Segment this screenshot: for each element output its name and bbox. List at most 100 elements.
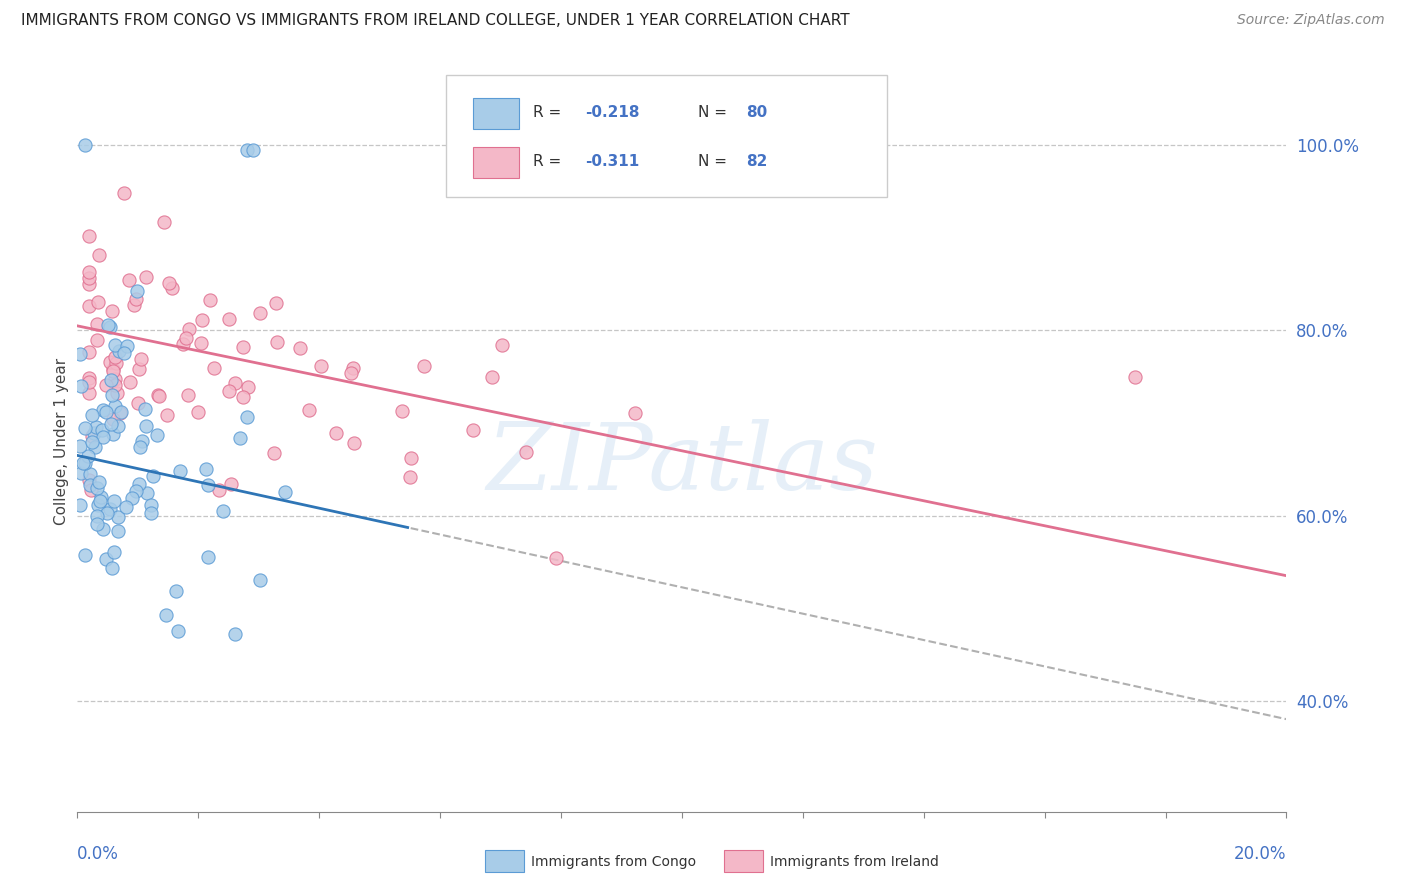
Point — [229, 431, 252, 445]
Text: 80: 80 — [747, 105, 768, 120]
Point — [127, 284, 149, 298]
Point — [86, 517, 108, 532]
Point — [80, 409, 103, 423]
Point — [84, 419, 107, 434]
Point — [156, 408, 179, 422]
Point — [128, 477, 150, 491]
Point — [110, 404, 132, 418]
Point — [100, 304, 122, 318]
Point — [80, 435, 103, 450]
Point — [96, 405, 118, 419]
Point — [221, 477, 243, 491]
Point — [218, 312, 240, 326]
Point — [86, 508, 108, 523]
Point — [79, 299, 101, 313]
Point — [134, 401, 156, 416]
Point — [103, 493, 125, 508]
Point — [263, 446, 285, 460]
Point — [399, 451, 422, 466]
Point — [135, 419, 157, 434]
Point — [218, 384, 240, 399]
Point — [398, 470, 420, 484]
Point — [197, 549, 219, 564]
Point — [110, 405, 132, 419]
Point — [139, 506, 162, 520]
Point — [83, 425, 105, 440]
Point — [177, 387, 200, 401]
Point — [77, 449, 100, 463]
Point — [343, 436, 366, 450]
Text: -0.311: -0.311 — [585, 154, 640, 169]
Point — [97, 318, 120, 332]
Point — [236, 380, 259, 394]
Point — [515, 445, 537, 459]
Point — [142, 469, 165, 483]
Point — [91, 522, 114, 536]
Point — [325, 426, 347, 441]
Point — [544, 551, 567, 566]
Point — [103, 412, 125, 426]
Point — [101, 426, 124, 441]
Point — [104, 338, 127, 352]
Point — [190, 335, 212, 350]
Point — [105, 356, 128, 370]
Point — [91, 423, 114, 437]
Point — [114, 186, 136, 200]
Point — [624, 406, 647, 420]
Text: Source: ZipAtlas.com: Source: ZipAtlas.com — [1237, 13, 1385, 28]
Point — [107, 510, 129, 524]
Point — [187, 405, 209, 419]
Point — [249, 306, 271, 320]
Point — [242, 143, 264, 157]
Point — [146, 427, 169, 442]
Point — [340, 366, 363, 380]
Point — [155, 607, 177, 622]
Point — [79, 229, 101, 244]
Point — [100, 373, 122, 387]
Point — [79, 473, 101, 487]
Point — [98, 320, 121, 334]
Text: Immigrants from Congo: Immigrants from Congo — [531, 855, 696, 869]
Text: 20.0%: 20.0% — [1234, 845, 1286, 863]
Point — [160, 281, 183, 295]
Point — [107, 524, 129, 538]
Point — [212, 504, 235, 518]
Point — [202, 361, 225, 376]
Point — [87, 498, 110, 512]
Point — [87, 295, 110, 310]
Y-axis label: College, Under 1 year: College, Under 1 year — [53, 358, 69, 525]
Point — [136, 486, 159, 500]
Point — [135, 270, 157, 285]
Point — [174, 330, 197, 344]
Point — [266, 335, 288, 350]
Point — [79, 265, 101, 279]
Point — [235, 409, 257, 424]
Point — [79, 371, 101, 385]
Point — [232, 390, 254, 404]
Point — [80, 483, 103, 497]
Point — [131, 434, 153, 448]
Point — [297, 403, 319, 417]
Text: -0.218: -0.218 — [585, 105, 640, 120]
Point — [198, 293, 221, 307]
Point — [117, 339, 139, 353]
Point — [195, 462, 218, 476]
Point — [112, 346, 135, 360]
Point — [274, 485, 297, 500]
Point — [86, 334, 108, 348]
Point — [104, 372, 127, 386]
Point — [118, 375, 141, 389]
Text: ZIPatlas: ZIPatlas — [486, 418, 877, 508]
Text: R =: R = — [533, 154, 567, 169]
Point — [125, 292, 148, 306]
Point — [75, 548, 97, 562]
Point — [86, 481, 108, 495]
Point — [87, 475, 110, 489]
Point — [98, 502, 121, 516]
Point — [104, 378, 127, 392]
Point — [391, 404, 413, 418]
Point — [124, 483, 146, 498]
Point — [115, 500, 138, 514]
Point — [121, 491, 143, 505]
Point — [104, 399, 127, 413]
